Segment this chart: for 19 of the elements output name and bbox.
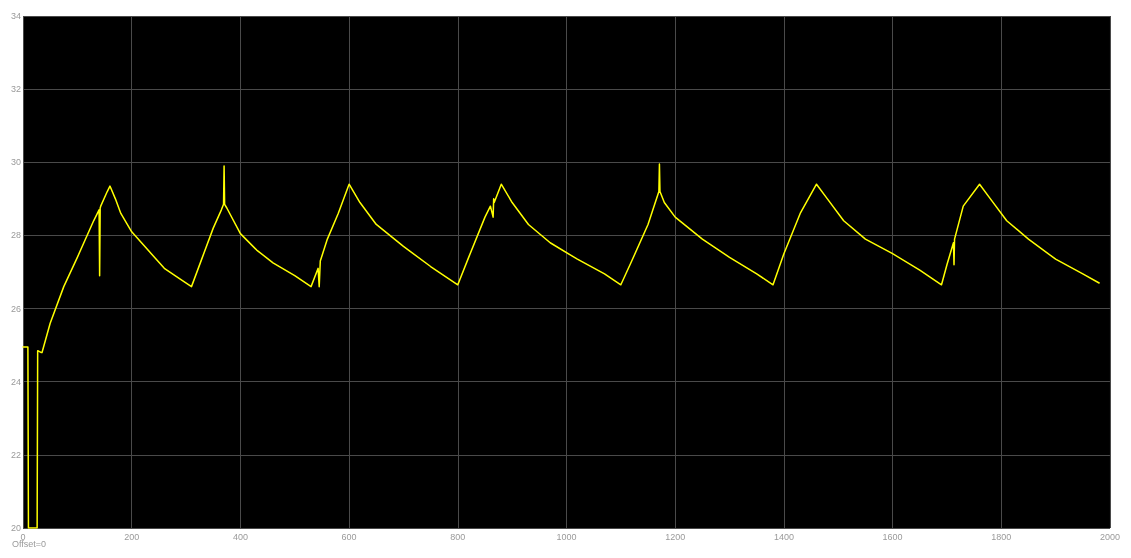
y-tick-label: 24: [11, 376, 22, 387]
y-tick-label: 20: [11, 523, 22, 533]
line-series: [22, 163, 1100, 529]
x-tick-label: 200: [124, 531, 140, 542]
y-tick-label: 28: [11, 230, 22, 241]
x-tick-label: 800: [450, 531, 466, 542]
x-tick-label: 2000: [1099, 531, 1120, 542]
y-tick-label: 32: [11, 84, 22, 95]
y-tick-label: 34: [11, 11, 22, 21]
x-tick-label: 600: [341, 531, 357, 542]
x-tick-label: 1400: [773, 531, 794, 542]
y-tick-label: 30: [11, 157, 22, 168]
x-tick-label: 400: [232, 531, 248, 542]
x-tick-label: 1000: [556, 531, 577, 542]
y-tick-label: 26: [11, 303, 22, 314]
x-tick-label: 1600: [882, 531, 903, 542]
x-tick-label: 1200: [665, 531, 686, 542]
y-tick-label: 22: [11, 449, 22, 460]
x-tick-label: 1800: [991, 531, 1012, 542]
